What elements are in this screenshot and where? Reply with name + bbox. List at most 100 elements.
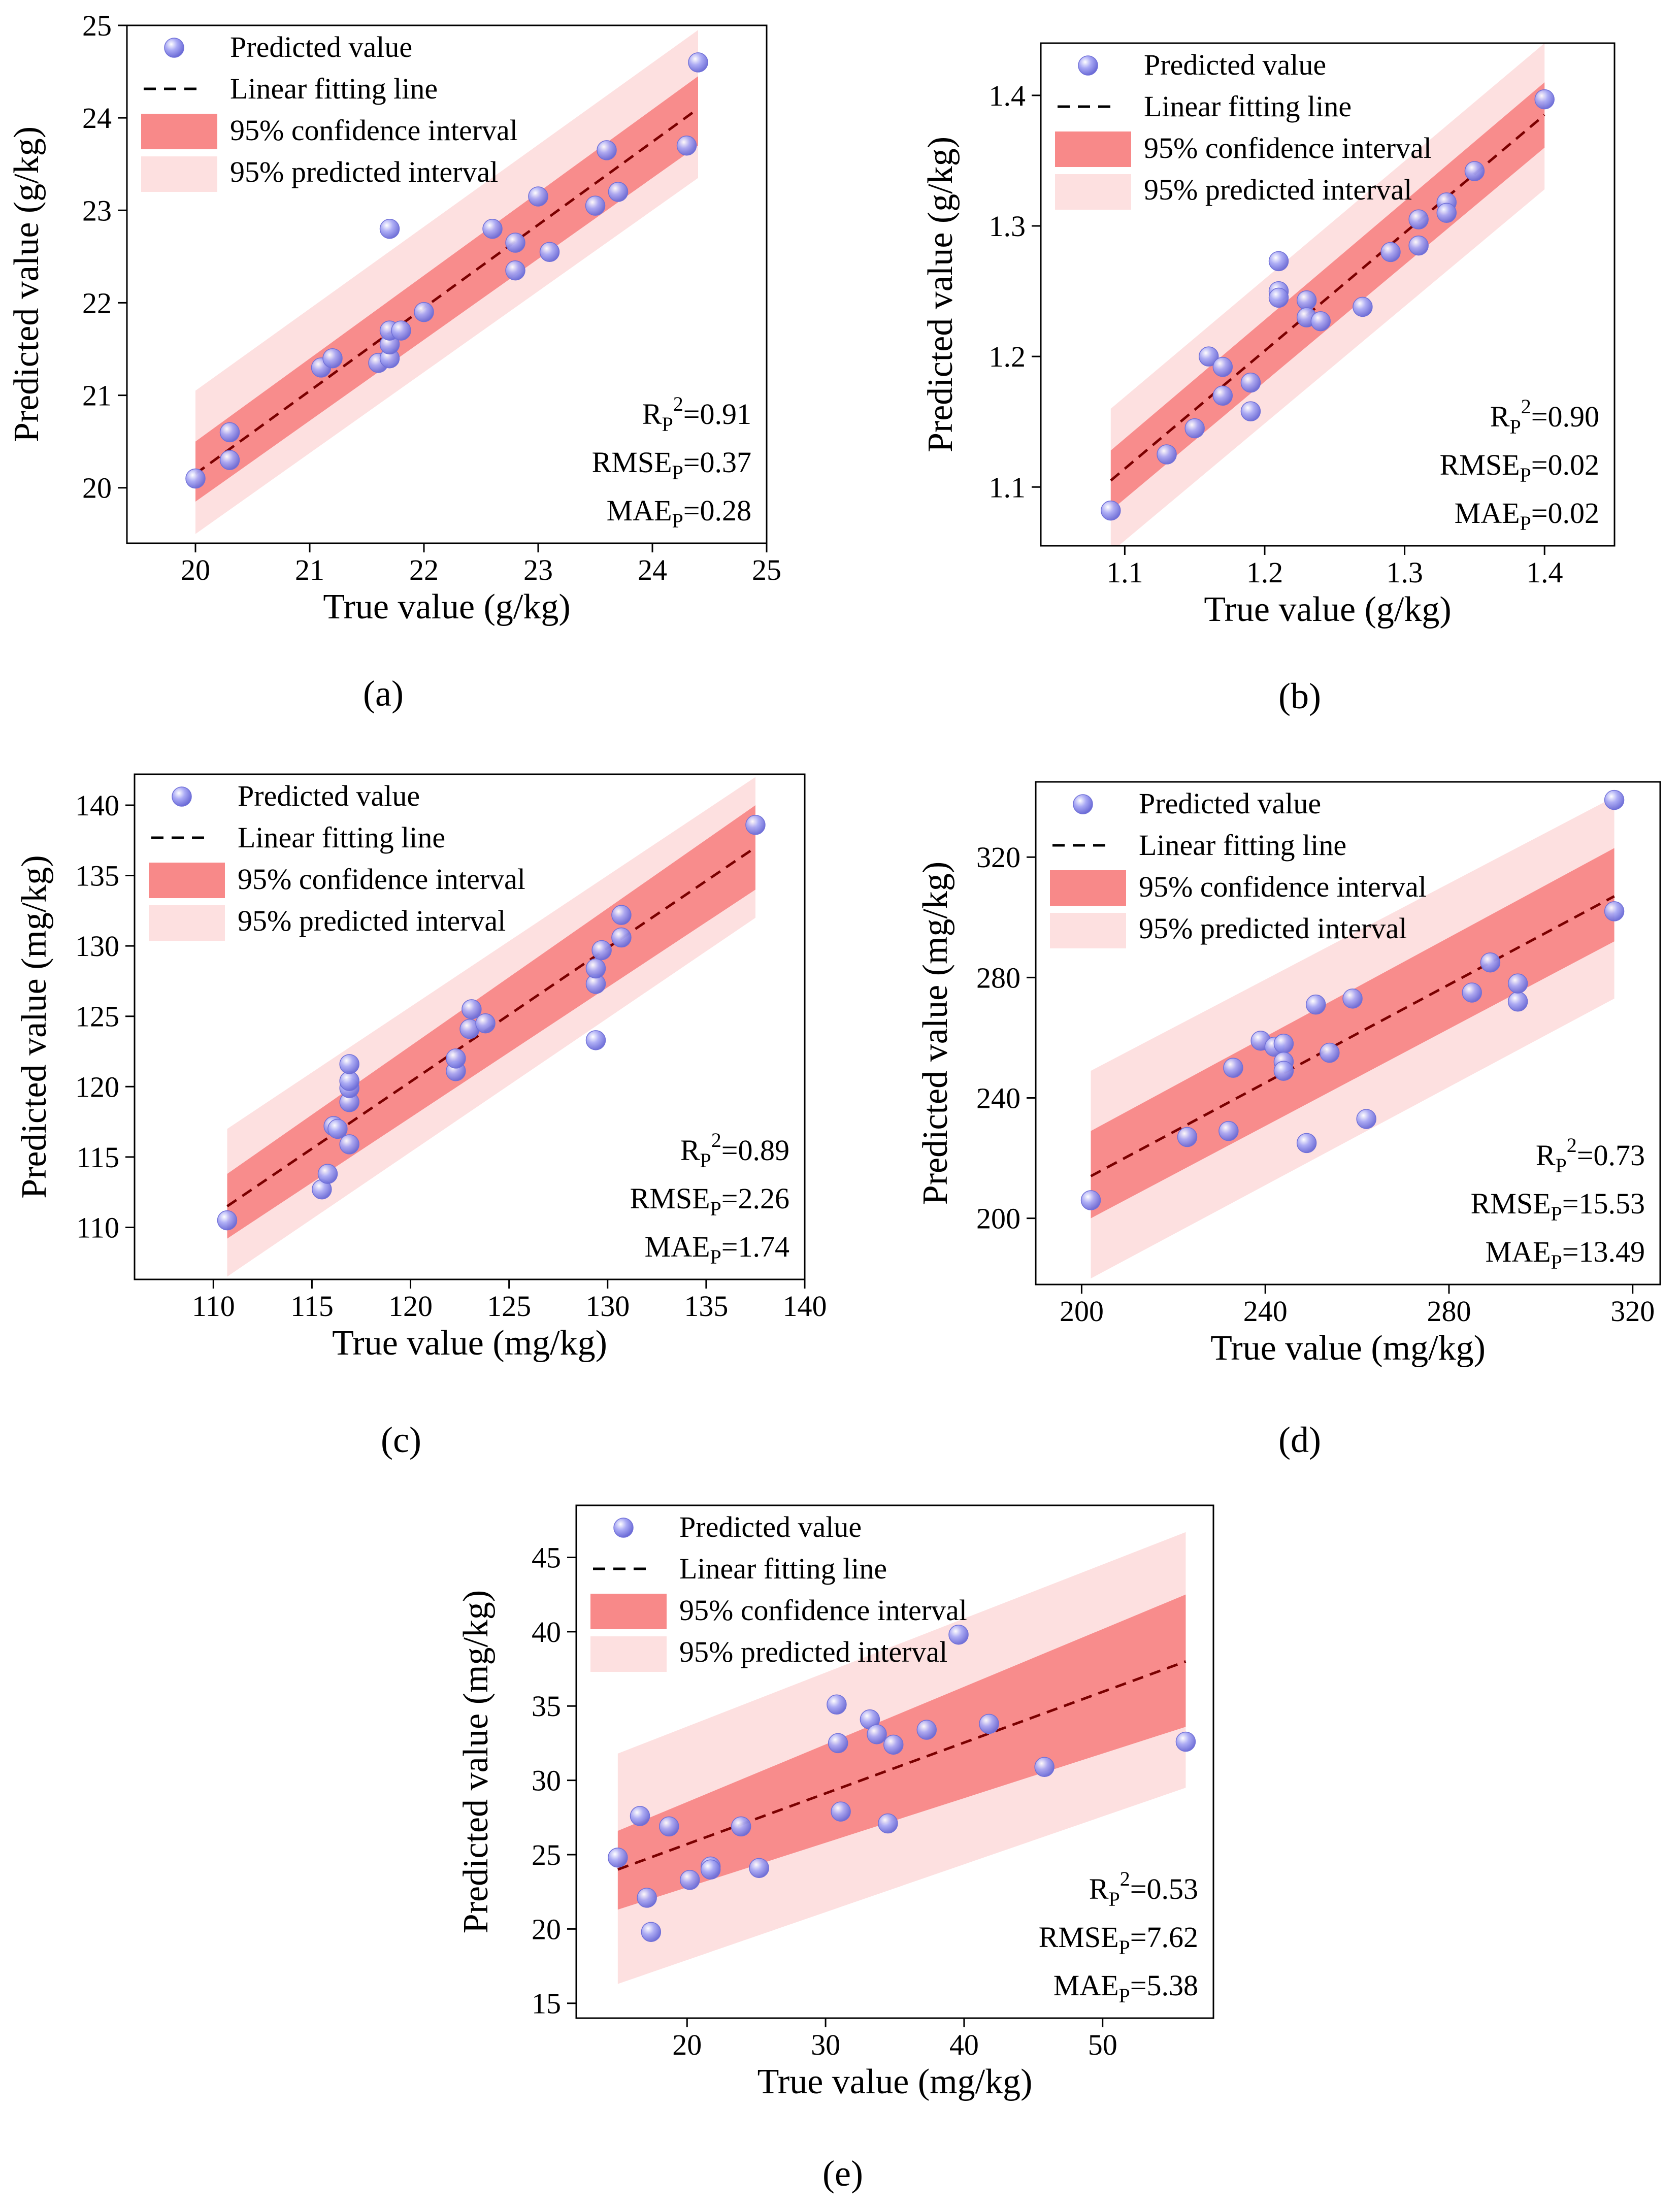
x-tick-label: 320 xyxy=(1610,1295,1655,1328)
data-point xyxy=(505,260,525,281)
data-point xyxy=(379,218,400,239)
x-tick-label: 135 xyxy=(684,1290,728,1323)
stat-subscript: P xyxy=(1556,1154,1567,1177)
legend: Predicted value Linear fitting line 95% co… xyxy=(141,30,518,192)
data-point xyxy=(608,1848,628,1868)
data-point xyxy=(1320,1042,1340,1063)
y-tick-label: 1.3 xyxy=(989,210,1026,243)
legend-ci-label: 95% confidence interval xyxy=(679,1594,967,1627)
data-point xyxy=(1380,242,1401,262)
x-tick-label: 24 xyxy=(638,553,667,586)
linear-fit-line xyxy=(194,107,699,475)
legend-pi-symbol xyxy=(590,1636,667,1672)
stat-value: =0.90 xyxy=(1531,400,1599,433)
x-tick-label: 1.4 xyxy=(1526,556,1563,589)
x-tick-label: 1.3 xyxy=(1386,556,1423,589)
data-point xyxy=(827,1694,847,1715)
y-tick-label: 125 xyxy=(75,1000,119,1033)
rmse-text: RMSEP=2.26 xyxy=(630,1182,789,1220)
linear-fit-line xyxy=(617,1660,1187,1871)
legend-fit-label: Linear fitting line xyxy=(230,72,438,105)
legend-pi-symbol xyxy=(1050,913,1126,948)
legend-ci-label: 95% confidence interval xyxy=(238,863,525,896)
x-tick-label: 30 xyxy=(811,2028,840,2061)
y-axis-label: Predicted value (mg/kg) xyxy=(15,855,54,1198)
linear-fit-line xyxy=(1110,114,1545,482)
data-point xyxy=(688,52,708,73)
y-axis-label: Predicted value (g/kg) xyxy=(7,126,46,442)
y-tick-label: 120 xyxy=(75,1070,119,1103)
data-point xyxy=(1212,356,1233,377)
stat-value: =0.37 xyxy=(683,446,751,479)
data-point xyxy=(1177,1127,1198,1147)
y-axis-label: Predicted value (mg/kg) xyxy=(456,1590,496,1933)
y-tick-label: 320 xyxy=(976,841,1020,874)
legend-pi-symbol xyxy=(149,905,225,941)
data-point xyxy=(1480,952,1501,973)
y-tick-label: 40 xyxy=(532,1616,561,1649)
legend-ci-label: 95% confidence interval xyxy=(1139,870,1427,903)
data-point xyxy=(446,1048,466,1069)
legend-predicted-label: Predicted value xyxy=(1139,787,1321,820)
stat-value: =0.28 xyxy=(683,494,751,527)
stat-subscript: P xyxy=(662,413,673,436)
data-point xyxy=(731,1816,751,1837)
stat-symbol: MAE xyxy=(607,494,672,527)
x-tick-label: 115 xyxy=(290,1290,334,1323)
stat-value: =0.02 xyxy=(1531,448,1599,481)
r2-text: RP2=0.90 xyxy=(1490,395,1599,438)
r2-text: RP2=0.91 xyxy=(642,392,751,436)
data-point xyxy=(1223,1058,1243,1078)
legend: Predicted value Linear fitting line 95% co… xyxy=(149,779,525,941)
data-point xyxy=(1157,444,1177,465)
data-point xyxy=(1240,401,1261,421)
stat-value: =7.62 xyxy=(1130,1921,1198,1954)
data-point xyxy=(1212,385,1233,406)
data-point xyxy=(1268,287,1289,308)
data-point xyxy=(676,136,697,156)
plot-area xyxy=(217,777,766,1277)
x-tick-label: 20 xyxy=(672,2028,702,2061)
legend-ci-label: 95% confidence interval xyxy=(1144,131,1432,164)
mae-text: MAEP=5.38 xyxy=(1053,1969,1198,2007)
x-axis-label: True value (mg/kg) xyxy=(332,1324,607,1363)
plot-frame xyxy=(134,773,806,1280)
legend-ci-symbol xyxy=(1050,870,1126,906)
x-tick-label: 21 xyxy=(295,553,324,586)
rmse-text: RMSEP=0.37 xyxy=(592,446,751,484)
stat-symbol: MAE xyxy=(645,1230,710,1263)
data-point xyxy=(611,905,632,925)
data-point xyxy=(1296,290,1317,311)
confidence-interval-band xyxy=(617,1594,1186,1910)
stat-superscript: 2 xyxy=(711,1129,721,1151)
data-point xyxy=(1240,372,1261,393)
legend-predicted-label: Predicted value xyxy=(238,779,420,812)
legend: Predicted value Linear fitting line 95% co… xyxy=(1050,787,1427,948)
x-axis-label: True value (g/kg) xyxy=(323,587,570,627)
data-point xyxy=(219,422,240,443)
plot-frame xyxy=(575,1504,1214,2019)
stat-subscript: P xyxy=(710,1245,721,1268)
chart-panel: 200 240 280 320 200 240 280 320 True value (mg/k… xyxy=(916,781,1661,1460)
stat-superscript: 2 xyxy=(1120,1867,1130,1890)
data-point xyxy=(1310,311,1331,332)
r2-text: RP2=0.53 xyxy=(1089,1867,1198,1910)
y-tick-label: 21 xyxy=(82,379,112,412)
legend-pi-symbol xyxy=(141,156,217,192)
data-point xyxy=(1080,1190,1101,1210)
data-point xyxy=(831,1801,851,1822)
data-point xyxy=(1534,89,1555,110)
linear-fit-line xyxy=(1090,895,1615,1177)
x-tick-label: 22 xyxy=(409,553,439,586)
data-point xyxy=(1462,982,1482,1003)
legend-pi-label: 95% predicted interval xyxy=(679,1635,947,1668)
legend-ci-symbol xyxy=(1055,131,1131,167)
legend-fit-label: Linear fitting line xyxy=(238,821,445,854)
legend-point-symbol xyxy=(1073,794,1093,814)
plot-frame xyxy=(126,24,768,544)
data-point xyxy=(475,1013,496,1034)
panel-caption: (a) xyxy=(363,673,404,714)
stat-symbol: RMSE xyxy=(1039,1921,1119,1954)
y-tick-label: 200 xyxy=(976,1202,1020,1235)
